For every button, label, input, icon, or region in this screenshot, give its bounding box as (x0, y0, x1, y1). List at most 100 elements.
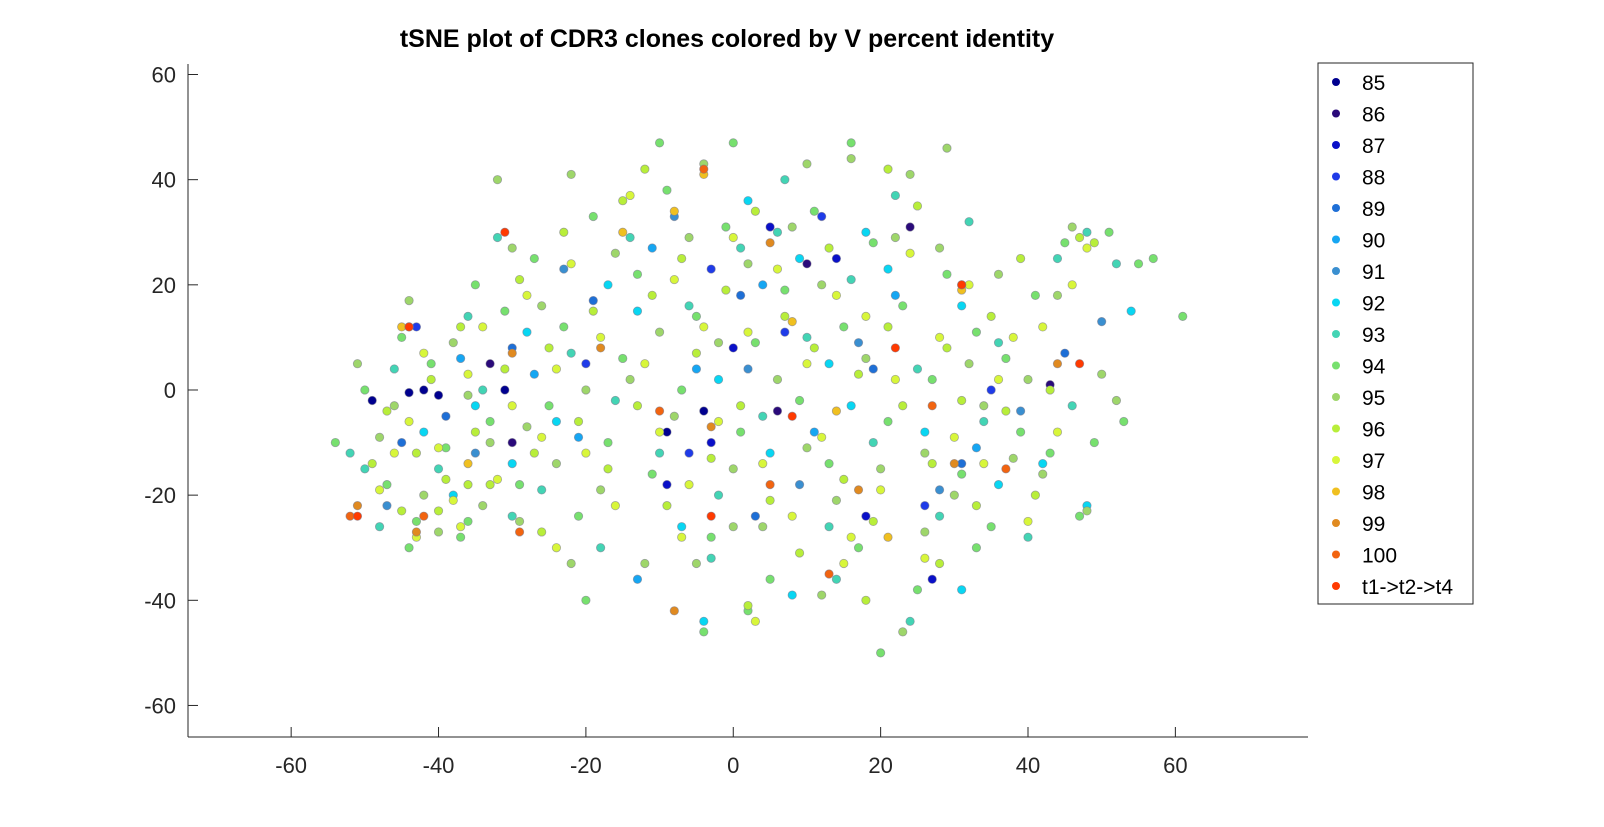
data-point (433, 527, 444, 537)
data-point (876, 485, 886, 495)
data-point (647, 290, 657, 300)
data-point (632, 269, 643, 279)
data-point (1060, 348, 1070, 358)
y-tick-label: -60 (144, 693, 176, 718)
data-point (699, 322, 709, 332)
data-point (640, 164, 650, 174)
data-point (581, 385, 591, 395)
data-point (537, 301, 547, 311)
data-point (1001, 406, 1011, 416)
data-point (345, 448, 355, 458)
data-point (824, 458, 834, 469)
data-point (979, 401, 989, 411)
data-point (573, 511, 584, 521)
data-point (470, 448, 480, 458)
data-point (765, 222, 775, 232)
data-point (478, 385, 488, 395)
data-point (551, 364, 562, 374)
data-point (684, 480, 694, 490)
data-point (566, 558, 576, 569)
data-point (750, 206, 760, 216)
data-point (912, 585, 923, 595)
data-point (728, 343, 738, 353)
data-point (979, 416, 989, 427)
data-point (802, 443, 812, 453)
y-tick-label: 40 (152, 168, 176, 193)
data-point (559, 264, 569, 274)
data-point (824, 359, 834, 369)
data-point (706, 437, 716, 448)
data-point (537, 485, 547, 495)
data-point (677, 522, 687, 532)
data-point (404, 543, 414, 553)
data-point (522, 422, 532, 432)
data-point (699, 164, 709, 174)
data-point (625, 374, 635, 385)
data-point (647, 469, 657, 479)
data-point (1074, 511, 1085, 521)
data-point (942, 269, 952, 279)
legend-label: 94 (1362, 356, 1386, 379)
data-point (971, 327, 982, 337)
data-point (1111, 395, 1122, 406)
data-point (817, 211, 827, 222)
data-point (1023, 516, 1033, 527)
data-point (529, 369, 539, 379)
data-point (1067, 222, 1077, 232)
data-point (382, 480, 392, 490)
data-point (662, 501, 672, 511)
data-point (397, 506, 407, 516)
data-point (419, 348, 429, 358)
data-point (920, 501, 930, 511)
legend-label: 99 (1362, 513, 1385, 536)
data-point (1001, 353, 1011, 364)
data-point (588, 306, 598, 316)
data-point (898, 627, 908, 637)
data-point (352, 511, 363, 521)
data-point (802, 332, 812, 343)
data-point (780, 311, 790, 321)
data-point (1016, 253, 1026, 264)
data-point (1008, 332, 1018, 343)
data-point (721, 222, 731, 232)
data-point (632, 401, 643, 411)
data-point (979, 458, 989, 469)
x-tick-label: 40 (1016, 753, 1040, 778)
data-point (765, 448, 775, 458)
data-point (596, 343, 606, 353)
data-point (993, 480, 1004, 490)
data-point (397, 332, 407, 343)
data-point (957, 469, 967, 479)
data-point (758, 280, 768, 290)
data-point (861, 353, 871, 364)
data-point (758, 411, 768, 421)
data-point (809, 427, 819, 437)
data-point (765, 480, 775, 490)
data-point (846, 138, 856, 148)
data-point (846, 274, 856, 285)
data-point (596, 543, 606, 553)
plot-area: -60 -40 -20 0 20 40 60 60 40 20 0 -20 -40 -60 (144, 63, 1308, 778)
data-point (890, 374, 900, 385)
data-point (691, 558, 702, 569)
x-tick-label: 0 (727, 753, 739, 778)
data-point (684, 448, 694, 458)
data-point (957, 280, 967, 290)
data-point (743, 364, 753, 374)
data-point (404, 388, 414, 398)
data-point (736, 427, 746, 437)
data-point (927, 374, 937, 385)
data-point (610, 501, 620, 511)
data-point (382, 406, 392, 416)
data-point (360, 385, 370, 395)
legend-label: t1->t2->t4 (1362, 576, 1453, 599)
data-point (706, 511, 716, 521)
data-point (890, 343, 900, 353)
data-point (920, 448, 930, 458)
data-point (765, 574, 775, 584)
data-point (691, 364, 702, 374)
data-point (699, 406, 709, 416)
data-point (986, 311, 996, 321)
data-point (456, 532, 466, 542)
data-point (551, 458, 562, 469)
